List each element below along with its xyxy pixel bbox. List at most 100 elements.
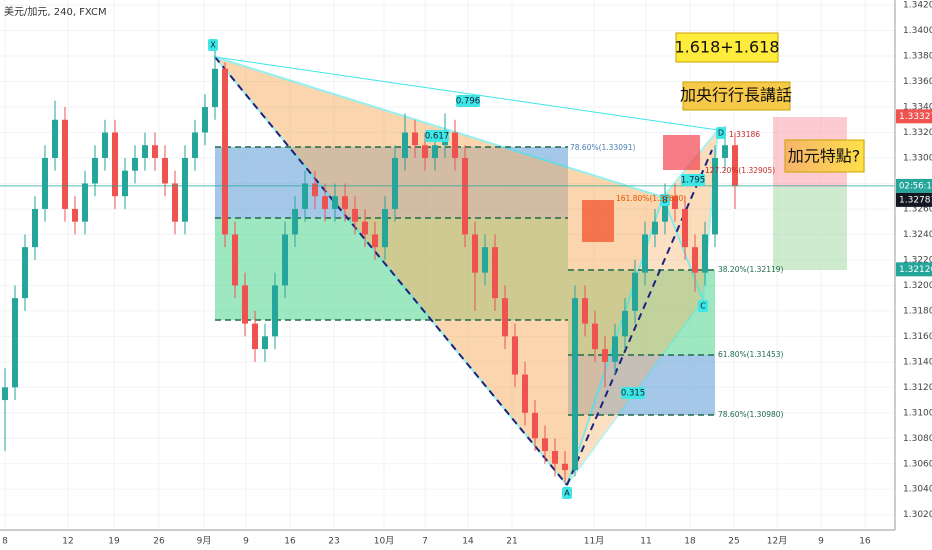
ratio-badge — [456, 95, 480, 107]
candle-body — [32, 208, 38, 248]
candle-body — [602, 349, 608, 362]
candle-body — [722, 145, 728, 158]
symbol-title: 美元/加元, 240, FXCM — [4, 5, 107, 18]
fib-lines — [215, 146, 715, 416]
ad-dashed — [566, 149, 713, 486]
point-label: C — [700, 302, 706, 311]
candles — [2, 49, 738, 483]
price-badge-label: 1.33327 — [899, 112, 932, 122]
candle-body — [492, 247, 498, 299]
y-tick-label: 1.31200 — [903, 383, 932, 393]
candle-body — [162, 157, 168, 184]
y-tick-label: 1.31600 — [903, 332, 932, 342]
note: 加元特點? — [788, 147, 861, 166]
x-tick-label: 23 — [328, 537, 339, 547]
y-tick-label: 1.30200 — [903, 510, 932, 520]
x-tick-label: 21 — [506, 537, 517, 547]
fib-label: 1.33186 — [729, 130, 760, 139]
candle-body — [732, 145, 738, 187]
x-tick-label: 19 — [108, 537, 120, 547]
candle-body — [132, 157, 138, 171]
candle-body — [102, 132, 108, 158]
candle-body — [192, 132, 198, 158]
candle-body — [312, 183, 318, 197]
candle-body — [712, 157, 718, 235]
note: 加央行行長講話 — [680, 86, 792, 105]
candle-body — [62, 119, 68, 209]
x-tick-label: 8 — [2, 537, 8, 547]
x-tick-label: 16 — [284, 537, 296, 547]
note-box — [784, 139, 865, 173]
point-label: X — [210, 41, 216, 50]
x-tick-label: 9 — [818, 537, 824, 547]
candle-body — [652, 221, 658, 235]
point-badge — [698, 300, 708, 312]
candle-body — [452, 132, 458, 158]
price-badge — [896, 262, 932, 277]
candle-body — [592, 323, 598, 350]
note: 1.618+1.618 — [674, 38, 779, 57]
candle-body — [682, 208, 688, 248]
point-badge — [208, 39, 218, 51]
ratio-label: 0.617 — [425, 132, 449, 142]
y-tick-label: 1.33200 — [903, 128, 932, 138]
candle-body — [502, 298, 508, 337]
x-tick-label: 7 — [422, 537, 428, 547]
x-tick-label: 11 — [640, 537, 651, 547]
candle-body — [142, 145, 148, 158]
y-tick-label: 1.33400 — [903, 103, 932, 113]
y-tick-label: 1.30600 — [903, 459, 932, 469]
candle-body — [432, 145, 438, 158]
candle-body — [152, 145, 158, 158]
candle-body — [632, 272, 638, 311]
y-tick-label: 1.32200 — [903, 255, 932, 265]
candle-body — [532, 412, 538, 439]
candle-body — [612, 336, 618, 362]
y-tick-label: 1.32000 — [903, 281, 932, 291]
candle-body — [182, 157, 188, 222]
candle-body — [622, 310, 628, 337]
candle-body — [12, 298, 18, 388]
candle-body — [112, 132, 118, 197]
note-box — [682, 81, 791, 111]
candle-body — [422, 145, 428, 158]
y-tick-label: 1.32600 — [903, 204, 932, 214]
candle-body — [402, 132, 408, 158]
candle-body — [322, 196, 328, 209]
candle-body — [482, 247, 488, 273]
last-price-badge — [896, 192, 932, 207]
point-badge — [716, 127, 726, 139]
ratio-label: 0.315 — [621, 389, 645, 399]
candle-body — [252, 323, 258, 350]
candle-body — [562, 463, 568, 471]
candle-body — [582, 298, 588, 324]
candle-body — [342, 196, 348, 209]
ratio-label: 0.796 — [456, 97, 480, 107]
point-badge — [562, 487, 572, 499]
y-tick-label: 1.34200 — [903, 1, 932, 11]
candle-body — [212, 68, 218, 108]
candle-body — [362, 221, 368, 235]
candle-body — [552, 451, 558, 464]
candle-body — [72, 208, 78, 222]
candle-body — [292, 208, 298, 235]
candle-body — [352, 208, 358, 222]
candle-body — [412, 132, 418, 146]
x-tick-label: 26 — [153, 537, 165, 547]
countdown: 02:56:12 — [899, 181, 932, 191]
candle-body — [692, 247, 698, 273]
y-tick-label: 1.30800 — [903, 434, 932, 444]
point-label: A — [564, 489, 570, 498]
candle-body — [302, 183, 308, 209]
y-tick-label: 1.33000 — [903, 153, 932, 163]
ratio-badge — [621, 387, 645, 399]
price-badge — [896, 109, 932, 124]
y-tick-label: 1.34000 — [903, 26, 932, 36]
x-tick-label: 9 — [243, 537, 249, 547]
point-label: D — [718, 129, 724, 138]
candle-body — [512, 336, 518, 375]
candle-body — [642, 234, 648, 273]
candle-body — [542, 438, 548, 452]
x-tick-label: 10月 — [374, 536, 394, 547]
